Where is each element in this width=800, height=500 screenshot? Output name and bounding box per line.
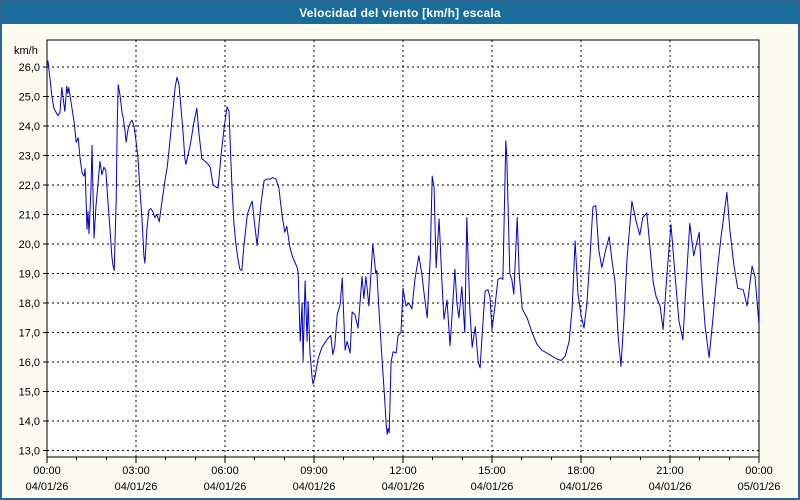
y-tick-label: 22,0: [19, 180, 40, 192]
y-tick-label: 20,0: [19, 239, 40, 251]
chart-plot-area: km/h 26,0 25,0 24,0 23,0 22,0 21,0 20,0 19,0 18,0…: [2, 24, 798, 498]
y-tick-label: 16,0: [19, 357, 40, 369]
y-tick-label: 26,0: [19, 62, 40, 74]
chart-title: Velocidad del viento [km/h] escala: [299, 6, 501, 20]
y-tick-label: 13,0: [19, 446, 40, 458]
wind-speed-line: [46, 60, 760, 435]
y-tick-label: 19,0: [19, 269, 40, 281]
x-tick-time-label: 03:00: [122, 465, 150, 477]
x-tick-date-label: 04/01/26: [115, 481, 158, 493]
y-tick-label: 24,0: [19, 121, 40, 133]
x-tick-time-label: 12:00: [389, 465, 417, 477]
x-tick-date-label: 04/01/26: [26, 481, 69, 493]
x-tick-time-label: 00:00: [745, 465, 773, 477]
x-tick-time-label: 09:00: [300, 465, 328, 477]
x-tick-date-label: 04/01/26: [382, 481, 425, 493]
y-tick-label: 25,0: [19, 92, 40, 104]
x-tick-time-label: 00:00: [33, 465, 61, 477]
y-tick-label: 17,0: [19, 328, 40, 340]
chart-plot: km/h 26,0 25,0 24,0 23,0 22,0 21,0 20,0 19,0 18,0…: [14, 39, 781, 493]
x-tick-date-label: 04/01/26: [649, 481, 692, 493]
x-tick-date-label: 04/01/26: [204, 481, 247, 493]
y-axis-unit-label: km/h: [14, 45, 38, 57]
y-tick-label: 23,0: [19, 151, 40, 163]
x-tick-time-label: 06:00: [211, 465, 239, 477]
y-tick-label: 15,0: [19, 387, 40, 399]
x-tick-time-label: 18:00: [567, 465, 595, 477]
x-axis: 00:00 04/01/26 03:00 04/01/26 06:00 04/01/26 0…: [26, 457, 781, 493]
x-tick-date-label: 04/01/26: [471, 481, 514, 493]
y-tick-label: 21,0: [19, 210, 40, 222]
x-tick-time-label: 15:00: [478, 465, 506, 477]
y-tick-label: 14,0: [19, 416, 40, 428]
y-tick-label: 18,0: [19, 298, 40, 310]
x-tick-date-label: 04/01/26: [293, 481, 336, 493]
y-axis: km/h 26,0 25,0 24,0 23,0 22,0 21,0 20,0 19,0 18,0…: [14, 45, 47, 458]
chart-title-bar: Velocidad del viento [km/h] escala: [2, 2, 798, 24]
x-tick-date-label: 05/01/26: [738, 481, 781, 493]
x-tick-date-label: 04/01/26: [560, 481, 603, 493]
gridlines: [47, 40, 759, 457]
x-tick-time-label: 21:00: [656, 465, 684, 477]
